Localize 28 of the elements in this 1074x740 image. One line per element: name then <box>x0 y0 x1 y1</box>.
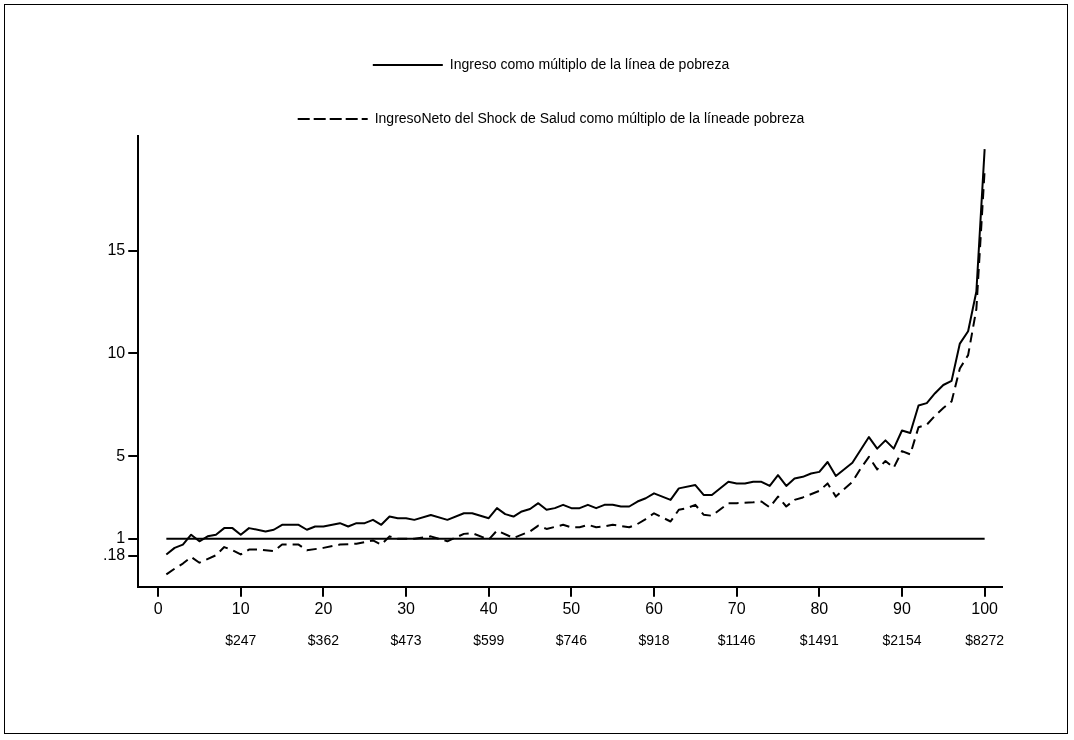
text: $918 <box>638 631 670 648</box>
x-tick-label: 0 <box>153 599 163 617</box>
x-tick-label: 50 <box>562 599 581 617</box>
text: $8272 <box>965 631 1005 648</box>
text: $2154 <box>882 631 922 648</box>
x-tick-label: 10 <box>231 599 250 617</box>
text: $1146 <box>717 631 756 648</box>
legend-label: Ingreso como múltiplo de la línea de pobreza <box>449 55 730 72</box>
text: $599 <box>473 631 505 648</box>
y-tick-label: 15 <box>107 240 126 258</box>
text: $1491 <box>799 631 840 648</box>
text: $247 <box>225 631 257 648</box>
x-tick-label: 20 <box>314 599 333 617</box>
y-tick-label: 10 <box>107 343 126 361</box>
x-tick-label: 60 <box>645 599 664 617</box>
y-tick-label: 1 <box>116 529 126 547</box>
x-tick-label: 90 <box>893 599 911 617</box>
x-tick-label: 30 <box>397 599 416 617</box>
text: $362 <box>307 631 340 648</box>
x-tick-label: 40 <box>479 599 498 617</box>
legend-label: IngresoNeto del Shock de Salud como múltiplo de la líneade pobreza <box>374 109 805 126</box>
y-tick-label: 5 <box>116 446 126 464</box>
x-tick-label: 100 <box>971 599 999 617</box>
x-tick-label: 70 <box>727 599 746 617</box>
y-tick-label: .18 <box>102 546 126 564</box>
text: $746 <box>555 631 588 648</box>
text: $473 <box>390 631 422 648</box>
x-tick-label: 80 <box>810 599 829 617</box>
